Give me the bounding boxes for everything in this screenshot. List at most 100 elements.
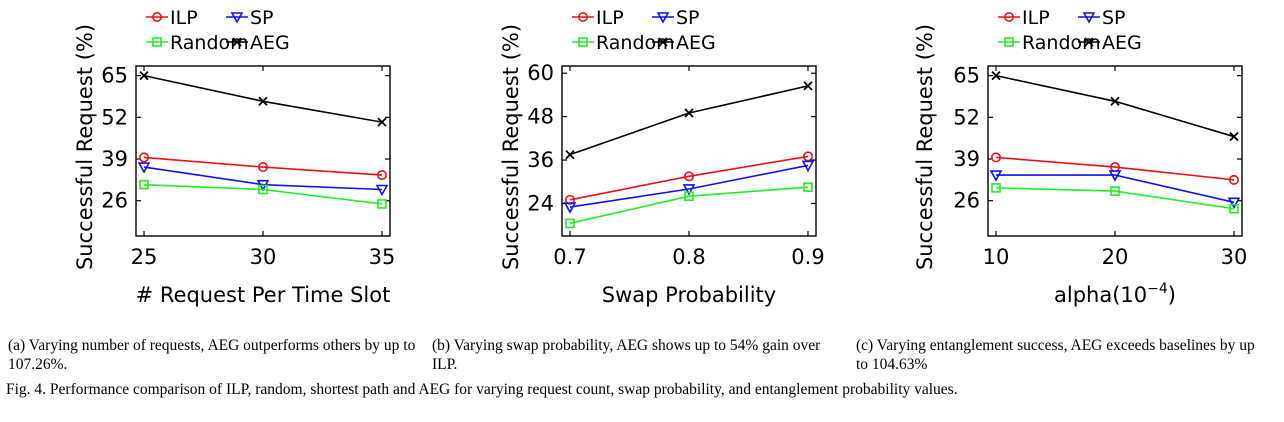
series-line-sp: [143, 166, 383, 191]
legend-marker: [1084, 37, 1094, 47]
data-point-aeg: [803, 81, 813, 91]
data-point-aeg: [991, 70, 1001, 81]
y-tick-label: 52: [101, 105, 128, 129]
x-tick-label: 25: [131, 245, 158, 269]
data-point-random: [803, 182, 813, 192]
series-line-ilp: [143, 156, 383, 176]
data-point-ilp: [683, 171, 694, 182]
series-line-aeg: [143, 74, 383, 123]
data-point-aeg: [565, 149, 575, 160]
data-point-sp: [989, 170, 1003, 182]
plot-frame: [987, 65, 1243, 237]
x-tick-label: 0.8: [672, 245, 705, 269]
series-line-sp: [569, 164, 809, 208]
data-point-aeg: [684, 108, 694, 118]
data-point-ilp: [1228, 174, 1239, 185]
legend-marker: [230, 12, 244, 24]
x-tick-label: 35: [369, 245, 396, 269]
legend-label: SP: [250, 7, 274, 29]
series-line-aeg: [569, 85, 809, 156]
y-tick-label: 36: [527, 148, 554, 172]
legend-item-aeg: AEG: [1078, 32, 1142, 54]
series-aeg: [565, 81, 813, 160]
x-axis-label-suffix: ): [1168, 283, 1176, 307]
series-aeg: [139, 70, 387, 127]
x-tick-label: 30: [1221, 245, 1248, 269]
series-random: [991, 183, 1239, 214]
data-point-sp: [137, 162, 151, 174]
legend-marker: [1004, 12, 1015, 22]
legend-marker: [578, 37, 588, 47]
chart-panel-b: 24 36 48 60 0.7 0.8 0.9 Swap Probability Success…: [428, 0, 856, 330]
legend-label: AEG: [250, 32, 290, 54]
y-tick-label: 24: [527, 191, 554, 215]
data-point-random: [139, 179, 149, 190]
data-point-sp: [375, 184, 389, 197]
caption-c: (c) Varying entanglement success, AEG ex…: [856, 337, 1255, 373]
data-point-random: [377, 199, 387, 209]
legend-item-aeg: AEG: [226, 32, 290, 54]
series-line-ilp: [569, 155, 809, 201]
data-point-ilp: [139, 152, 150, 163]
legend-label: ILP: [596, 7, 624, 29]
x-axis-label-superscript: −4: [1147, 281, 1168, 297]
series-line-random: [995, 187, 1235, 210]
legend-label: SP: [676, 7, 700, 29]
chart-a: 26 39 52 65 25 30 35 # Request Per Time Slot Suc…: [73, 7, 396, 307]
legend-item-random: Random: [998, 32, 1101, 54]
legend-marker: [658, 37, 668, 47]
data-point-ilp: [565, 194, 576, 205]
legend-marker: [232, 37, 242, 47]
y-tick-label: 65: [101, 64, 128, 88]
legend-item-ilp: ILP: [998, 7, 1050, 29]
legend-label: Random: [596, 32, 675, 54]
y-axis-label: Successful Request (%): [913, 24, 937, 270]
data-point-random: [565, 218, 575, 229]
plot-frame: [561, 65, 817, 237]
y-tick-label: 39: [953, 147, 980, 171]
y-tick-label: 26: [953, 189, 980, 213]
legend: ILP SP Random AEG: [998, 7, 1142, 54]
series-random: [139, 179, 387, 209]
legend-item-sp: SP: [652, 7, 700, 29]
data-point-ilp: [802, 151, 813, 162]
y-tick-label: 26: [101, 189, 128, 213]
x-tick-label: 20: [1102, 245, 1129, 269]
legend-item-ilp: ILP: [146, 7, 198, 29]
legend-marker: [578, 12, 589, 22]
data-point-aeg: [258, 96, 268, 106]
data-point-random: [991, 183, 1001, 193]
data-point-ilp: [991, 152, 1002, 163]
y-tick-label: 52: [953, 105, 980, 129]
data-point-sp: [801, 160, 815, 173]
legend-label: Random: [1022, 32, 1101, 54]
x-tick-label: 30: [250, 245, 277, 269]
data-point-random: [1110, 186, 1120, 196]
data-point-ilp: [376, 170, 387, 181]
series-ilp: [139, 152, 387, 181]
series-aeg: [991, 70, 1239, 142]
y-tick-label: 39: [101, 147, 128, 171]
legend-marker: [152, 37, 162, 47]
x-axis-label: Swap Probability: [602, 283, 776, 307]
chart-b: 24 36 48 60 0.7 0.8 0.9 Swap Probability Success…: [499, 7, 825, 307]
plot-frame: [135, 65, 391, 237]
x-tick-label: 10: [983, 245, 1010, 269]
data-point-aeg: [377, 117, 387, 127]
legend-item-sp: SP: [226, 7, 274, 29]
data-point-sp: [563, 202, 577, 214]
data-point-sp: [682, 184, 696, 196]
legend-label: ILP: [1022, 7, 1050, 29]
legend-marker: [656, 12, 670, 24]
data-point-sp: [1227, 197, 1241, 209]
series-line-sp: [996, 174, 1235, 204]
legend-marker: [1082, 12, 1096, 24]
legend-item-random: Random: [572, 32, 675, 54]
legend-item-sp: SP: [1078, 7, 1126, 29]
data-point-ilp: [257, 162, 268, 173]
legend-marker: [152, 12, 163, 22]
legend-item-ilp: ILP: [572, 7, 624, 29]
legend-label: AEG: [676, 32, 716, 54]
